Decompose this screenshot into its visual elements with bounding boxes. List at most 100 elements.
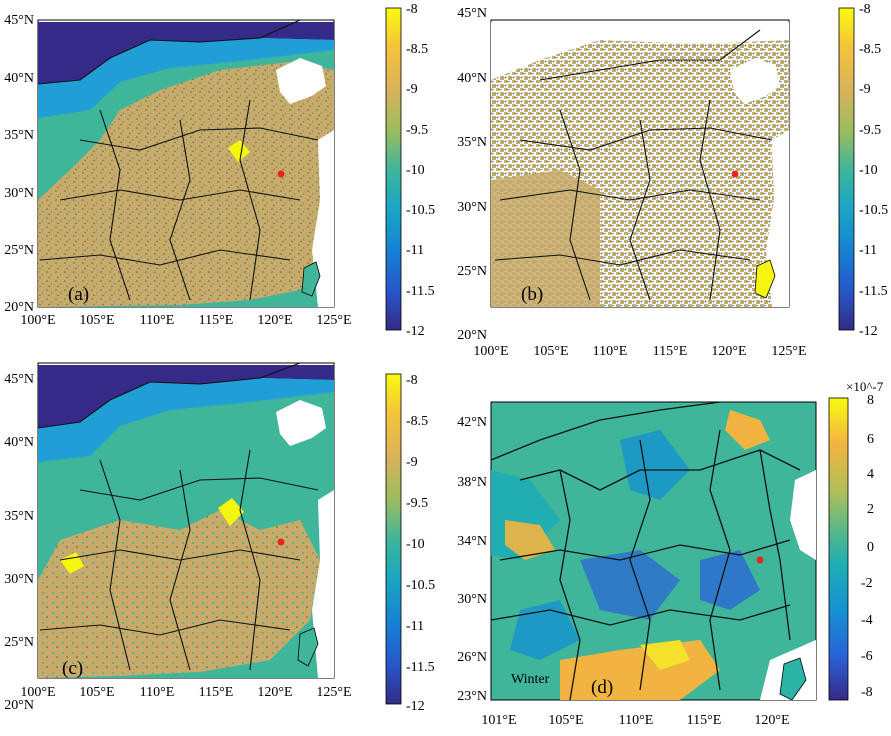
tick-label: 115°E [199,313,234,328]
panel-b-bohai [730,58,780,104]
tick-label: -8.5 [406,42,428,57]
tick-label: 120°E [257,313,292,328]
panel-a-site-marker [277,170,285,178]
tick-label: 105°E [533,344,568,359]
panel-c-north-low [38,365,334,428]
tick-label: 35°N [4,509,34,524]
tick-label: 35°N [4,128,34,143]
panel-d: Winter (d) 101°E 105°E 110°E 115°E 120°E… [457,379,883,728]
panel-c-yellow-patch [218,498,244,526]
panel-c-label: (c) [62,658,83,679]
panel-c-site-marker [277,538,285,546]
tick-label: 125°E [316,313,351,328]
tick-label: 42°N [457,415,487,430]
tick-label: 120°E [257,685,292,700]
panel-a-sea-east [312,130,334,307]
panel-d-yticks: 23°N 26°N 30°N 34°N 38°N 42°N [457,415,487,704]
tick-label: 110°E [140,313,175,328]
tick-label: 23°N [457,689,487,704]
panel-b-north-white [491,22,789,80]
tick-label: 8 [867,393,874,408]
tick-label: -8.5 [406,414,428,429]
panel-d-borders [491,402,801,700]
panel-b-colorbar [838,7,855,331]
tick-label: -8 [859,2,871,17]
tick-label: 38°N [457,475,487,490]
tick-label: -10.5 [859,203,888,218]
panel-a-colorbar [385,7,402,331]
panel-c-xticks: 100°E 105°E 110°E 115°E 120°E 125°E [20,685,351,700]
tick-label: -12 [406,324,425,339]
panel-d-taiwan [779,657,807,700]
panel-a-borders [38,20,319,301]
panel-a-bohai [276,58,326,104]
tick-label: -9.5 [406,123,428,138]
tick-label: -11 [406,619,424,634]
panel-b-sea-east [766,130,789,307]
tick-label: -8 [406,2,418,17]
tick-label: -11 [406,243,424,258]
panel-d-colorbar-exponent: ×10^-7 [846,379,884,394]
tick-label: 34°N [457,534,487,549]
panel-c-taiwan [297,627,319,667]
panel-c-colorbar [385,373,402,705]
panel-c-yticks: 20°N 25°N 30°N 35°N 40°N 45°N [4,372,34,713]
tick-label: -10 [406,537,425,552]
tick-label: 40°N [4,435,34,450]
tick-label: -9 [406,455,418,470]
panel-b-west-solid [491,170,600,307]
tick-label: -9.5 [406,496,428,511]
panel-c: (c) 100°E 105°E 110°E 115°E 120°E 125°E … [4,362,435,714]
panel-c-sea-east [312,490,334,678]
tick-label: 100°E [473,344,508,359]
tick-label: -11.5 [859,284,888,299]
panel-d-sea-east [790,470,816,560]
tick-label: 25°N [4,635,34,650]
tick-label: 30°N [4,186,34,201]
tick-label: -10.5 [406,578,435,593]
tick-label: 40°N [457,71,487,86]
tick-label: 2 [867,502,874,517]
panel-c-bohai [276,400,326,446]
panel-a-yellow-patch [228,140,250,162]
panel-b-xticks: 100°E 105°E 110°E 115°E 120°E 125°E [473,344,806,359]
tick-label: 30°N [457,200,487,215]
tick-label: 45°N [4,13,34,28]
tick-label: -11.5 [406,284,435,299]
tick-label: 35°N [457,135,487,150]
tick-label: -10 [859,163,878,178]
panel-b-borders [494,29,773,301]
tick-label: -9.5 [859,123,881,138]
tick-label: 100°E [20,685,55,700]
tick-label: -10 [406,163,425,178]
tick-label: 115°E [199,685,234,700]
tick-label: -8 [861,685,873,700]
tick-label: 115°E [653,344,688,359]
tick-label: -9 [406,82,418,97]
tick-label: 40°N [4,71,34,86]
panel-d-blue-patch [580,550,680,620]
tick-label: 26°N [457,650,487,665]
tick-label: -8 [406,373,418,388]
panel-d-yellow-patch [640,640,690,670]
panel-d-colorbar [828,397,849,701]
panel-d-colorbar-ticks: 8 6 4 2 0 -2 -4 -6 -8 [861,393,874,700]
panel-d-xticks: 101°E 105°E 110°E 115°E 120°E [481,713,789,728]
panel-d-blue-patch [700,550,760,610]
tick-label: 120°E [754,713,789,728]
tick-label: 6 [867,432,874,447]
panel-d-label: (d) [591,677,613,698]
tick-label: 120°E [711,344,746,359]
tick-label: -11 [859,243,877,258]
tick-label: 20°N [457,328,487,343]
tick-label: -12 [859,324,878,339]
tick-label: 125°E [316,685,351,700]
tick-label: -4 [861,613,873,628]
panel-a: (a) 100°E 105°E 110°E 115°E 120°E 125°E … [4,2,435,339]
panel-d-orange-patch [505,520,555,560]
tick-label: -11.5 [406,660,435,675]
panel-d-site-marker [756,556,764,564]
tick-label: 105°E [548,713,583,728]
panel-d-blue-patch [620,430,690,500]
panel-b-label: (b) [521,284,543,305]
